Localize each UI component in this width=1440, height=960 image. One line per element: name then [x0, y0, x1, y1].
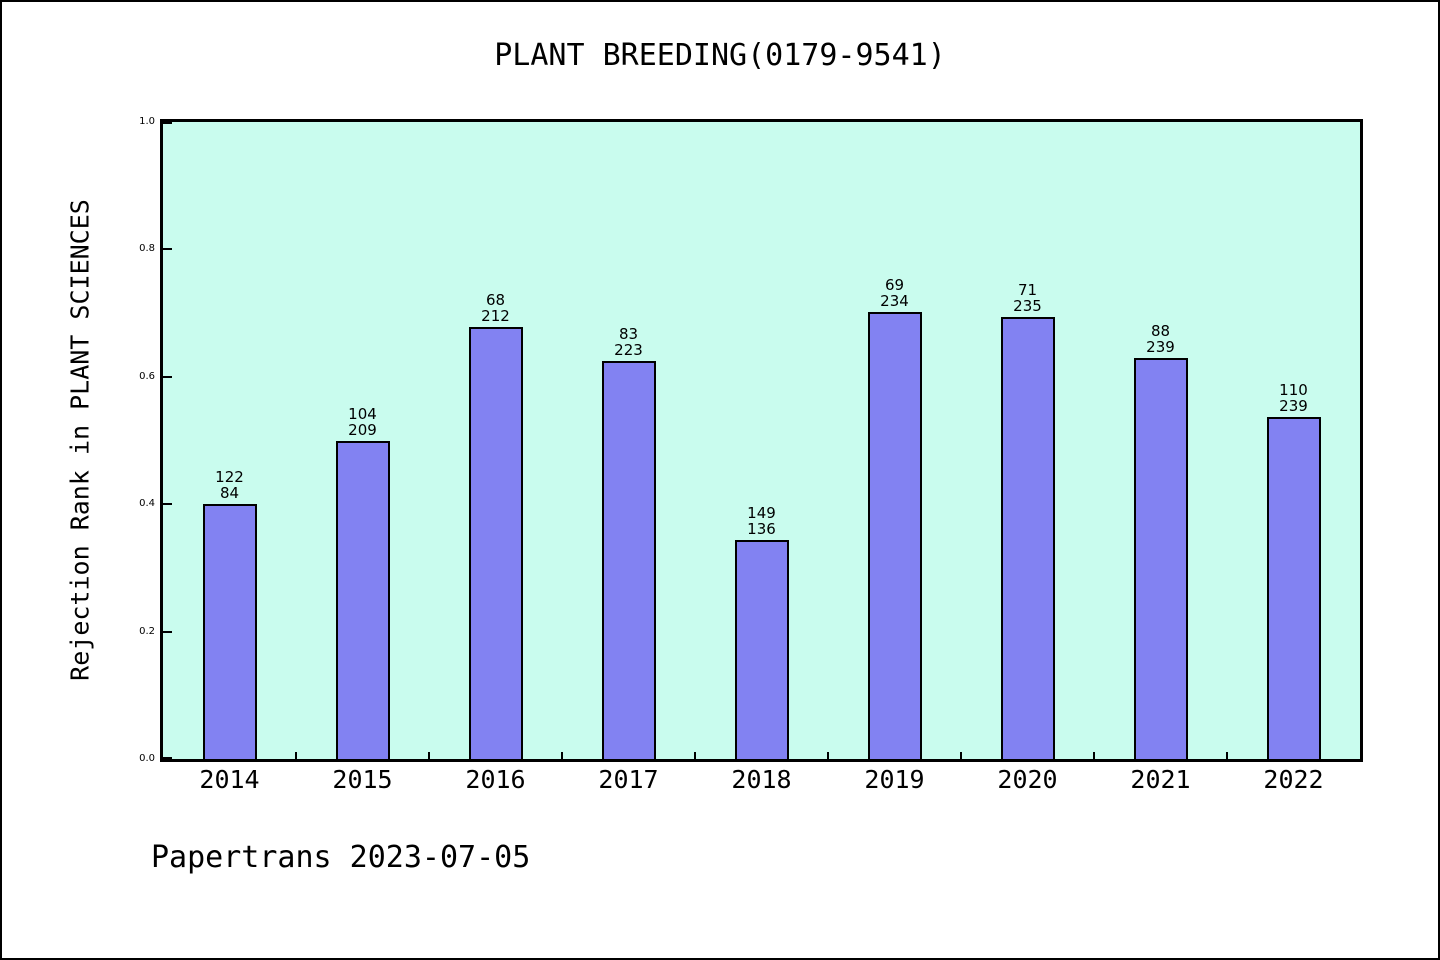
y-tick-mark — [163, 375, 172, 378]
bar-value-label: 110 239 — [1234, 382, 1354, 414]
bar-value-line: 68 — [485, 291, 506, 310]
bar-value-line: 235 — [1013, 296, 1042, 315]
bar-value-line: 239 — [1279, 396, 1308, 415]
bar-2015 — [335, 440, 390, 759]
bar-value-label: 149 136 — [702, 505, 822, 537]
bar-value-line: 223 — [614, 340, 643, 359]
bar-2018 — [734, 539, 789, 759]
bar-value-line: 239 — [1146, 338, 1175, 357]
x-tick-label-2022: 2022 — [1263, 765, 1324, 794]
y-tick-label: 0.0 — [139, 753, 155, 764]
x-tick-label-2021: 2021 — [1130, 765, 1191, 794]
bar-value-line: 122 — [215, 467, 244, 486]
y-tick-label: 1.0 — [139, 116, 155, 127]
y-tick-label: 0.6 — [139, 370, 155, 382]
bar-value-line: 88 — [1150, 322, 1171, 341]
x-tick-label-2014: 2014 — [199, 765, 260, 794]
bar-value-line: 84 — [219, 483, 240, 502]
x-tick-mark — [428, 752, 430, 759]
bar-2016 — [468, 327, 523, 759]
bar-value-line: 69 — [884, 275, 905, 294]
x-tick-label-2019: 2019 — [864, 765, 925, 794]
bar-value-label: 69 234 — [835, 277, 955, 309]
x-tick-mark — [295, 752, 297, 759]
bar-value-line: 209 — [348, 420, 377, 439]
bar-2021 — [1133, 358, 1188, 759]
bar-2022 — [1266, 416, 1321, 759]
bar-value-line: 136 — [747, 519, 776, 538]
y-tick-mark — [163, 757, 172, 759]
bar-2019 — [867, 311, 922, 759]
x-tick-mark — [960, 752, 962, 759]
y-axis-title: Rejection Rank in PLANT SCIENCES — [65, 199, 95, 681]
x-tick-label-2015: 2015 — [332, 765, 393, 794]
bar-value-label: 83 223 — [569, 326, 689, 358]
bar-2020 — [1000, 316, 1055, 759]
bar-2014 — [202, 503, 257, 759]
x-tick-mark — [827, 752, 829, 759]
bar-value-line: 149 — [747, 503, 776, 522]
x-tick-label-2020: 2020 — [997, 765, 1058, 794]
bar-value-label: 88 239 — [1101, 323, 1221, 355]
bar-value-label: 68 212 — [436, 292, 556, 324]
y-tick-label: 0.8 — [139, 243, 155, 255]
bar-value-line: 104 — [348, 404, 377, 423]
bar-value-label: 71 235 — [968, 282, 1088, 314]
y-tick-label: 0.4 — [139, 498, 155, 510]
x-tick-mark — [561, 752, 563, 759]
bar-value-line: 110 — [1279, 380, 1308, 399]
x-tick-mark — [1226, 752, 1228, 759]
bar-value-line: 83 — [618, 324, 639, 343]
bar-value-label: 122 84 — [170, 469, 290, 501]
y-tick-mark — [163, 122, 172, 124]
bar-value-line: 212 — [481, 307, 510, 326]
bar-2017 — [601, 360, 656, 759]
bar-value-line: 71 — [1017, 280, 1038, 299]
x-tick-label-2017: 2017 — [598, 765, 659, 794]
x-tick-label-2016: 2016 — [465, 765, 526, 794]
watermark-text: Papertrans 2023-07-05 — [151, 840, 531, 875]
y-tick-mark — [163, 630, 172, 633]
y-tick-mark — [163, 248, 172, 251]
chart-title: PLANT BREEDING(0179-9541) — [494, 38, 946, 73]
bar-value-line: 234 — [880, 291, 909, 310]
x-tick-mark — [1093, 752, 1095, 759]
y-tick-label: 0.2 — [139, 625, 155, 637]
bar-value-label: 104 209 — [303, 406, 423, 438]
plot-area: 0.0 0.2 0.4 0.6 0.8 1.0 122 84 2014 104 209 2015 68 2… — [139, 116, 1363, 794]
y-tick-mark — [163, 503, 172, 506]
x-tick-label-2018: 2018 — [731, 765, 792, 794]
x-tick-mark — [694, 752, 696, 759]
